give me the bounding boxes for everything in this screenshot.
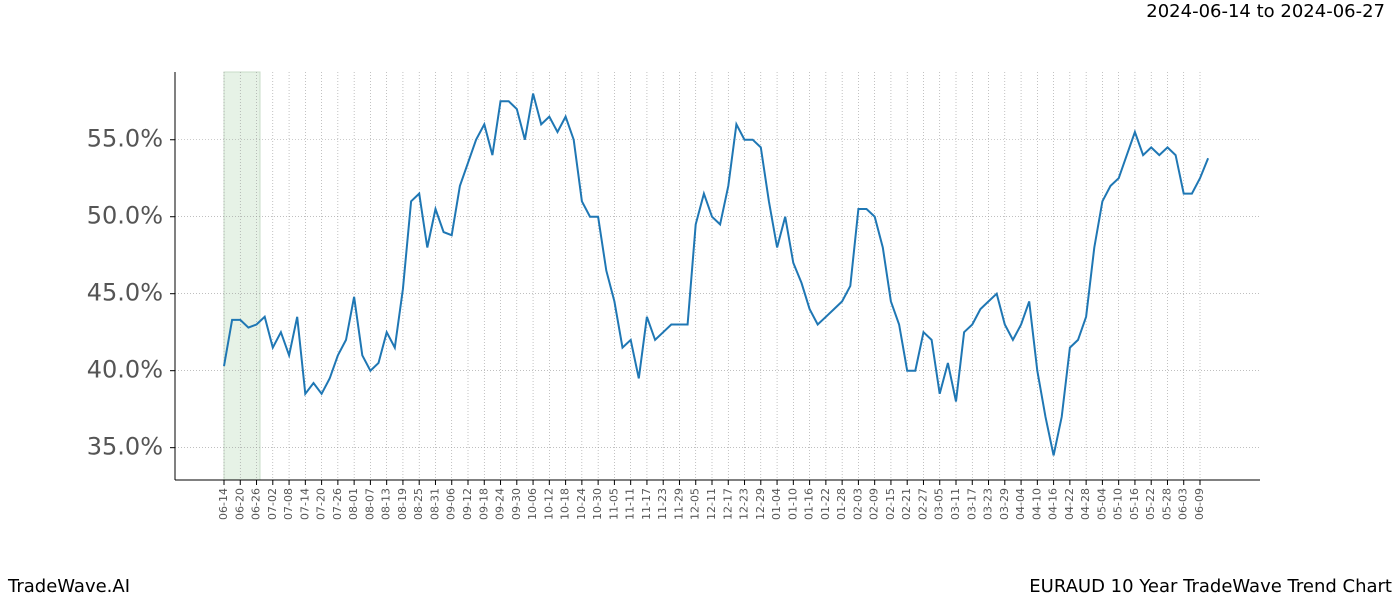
x-tick-label: 02-09 [868, 488, 881, 520]
x-tick-label: 04-22 [1063, 488, 1076, 520]
x-tick-label: 10-30 [591, 488, 604, 520]
x-tick-label: 06-03 [1177, 488, 1190, 520]
x-tick-label: 11-23 [656, 488, 669, 520]
x-tick-label: 05-04 [1095, 488, 1108, 520]
x-tick-label: 07-26 [331, 488, 344, 520]
x-tick-label: 07-08 [282, 488, 295, 520]
x-tick-label: 06-14 [217, 488, 230, 520]
y-tick-label: 50.0% [87, 202, 163, 230]
x-tick-label: 12-23 [738, 488, 751, 520]
x-tick-label: 07-14 [298, 488, 311, 520]
x-tick-label: 08-07 [363, 488, 376, 520]
x-tick-label: 03-17 [965, 488, 978, 520]
x-tick-label: 10-24 [575, 488, 588, 520]
x-tick-label: 09-30 [510, 488, 523, 520]
footer-left: TradeWave.AI [7, 576, 130, 597]
x-tick-label: 01-16 [803, 488, 816, 520]
x-tick-label: 08-25 [412, 488, 425, 520]
x-tick-label: 11-11 [624, 488, 637, 520]
x-tick-label: 03-11 [949, 488, 962, 520]
x-tick-label: 09-06 [445, 488, 458, 520]
x-tick-label: 02-21 [900, 488, 913, 520]
y-tick-label: 35.0% [87, 433, 163, 461]
x-tick-label: 12-11 [705, 488, 718, 520]
y-tick-label: 55.0% [87, 125, 163, 153]
x-tick-label: 08-31 [428, 488, 441, 520]
x-tick-label: 04-10 [1030, 488, 1043, 520]
chart-title: 2024-06-14 to 2024-06-27 [1146, 1, 1385, 22]
x-tick-label: 07-20 [315, 488, 328, 520]
x-tick-label: 10-12 [542, 488, 555, 520]
footer-right: EURAUD 10 Year TradeWave Trend Chart [1029, 576, 1392, 597]
x-tick-label: 05-28 [1160, 488, 1173, 520]
x-tick-label: 09-24 [494, 488, 507, 520]
x-tick-label: 09-12 [461, 488, 474, 520]
x-tick-label: 03-23 [982, 488, 995, 520]
x-tick-label: 01-04 [770, 488, 783, 520]
x-tick-label: 12-17 [721, 488, 734, 520]
x-tick-label: 08-01 [347, 488, 360, 520]
x-tick-label: 01-10 [786, 488, 799, 520]
x-tick-label: 10-06 [526, 488, 539, 520]
x-tick-label: 05-22 [1144, 488, 1157, 520]
x-tick-label: 01-28 [835, 488, 848, 520]
x-tick-label: 05-16 [1128, 488, 1141, 520]
x-tick-label: 03-05 [933, 488, 946, 520]
x-tick-label: 08-19 [396, 488, 409, 520]
x-tick-label: 11-17 [640, 488, 653, 520]
x-tick-label: 11-05 [607, 488, 620, 520]
x-tick-label: 02-15 [884, 488, 897, 520]
x-tick-label: 01-22 [819, 488, 832, 520]
x-tick-label: 06-20 [233, 488, 246, 520]
x-tick-label: 11-29 [672, 488, 685, 520]
highlight-band [223, 71, 261, 481]
x-tick-label: 02-27 [916, 488, 929, 520]
x-tick-label: 09-18 [477, 488, 490, 520]
x-tick-label: 08-13 [380, 488, 393, 520]
x-tick-label: 05-10 [1112, 488, 1125, 520]
x-tick-label: 06-26 [250, 488, 263, 520]
x-tick-label: 06-09 [1193, 488, 1206, 520]
x-tick-label: 12-05 [689, 488, 702, 520]
x-tick-label: 02-03 [851, 488, 864, 520]
x-tick-label: 03-29 [998, 488, 1011, 520]
x-tick-label: 04-28 [1079, 488, 1092, 520]
x-tick-label: 12-29 [754, 488, 767, 520]
y-tick-label: 45.0% [87, 279, 163, 307]
y-tick-label: 40.0% [87, 356, 163, 384]
x-tick-label: 10-18 [559, 488, 572, 520]
x-tick-label: 07-02 [266, 488, 279, 520]
x-tick-label: 04-04 [1014, 488, 1027, 520]
x-tick-label: 04-16 [1047, 488, 1060, 520]
trend-line [223, 93, 1210, 456]
